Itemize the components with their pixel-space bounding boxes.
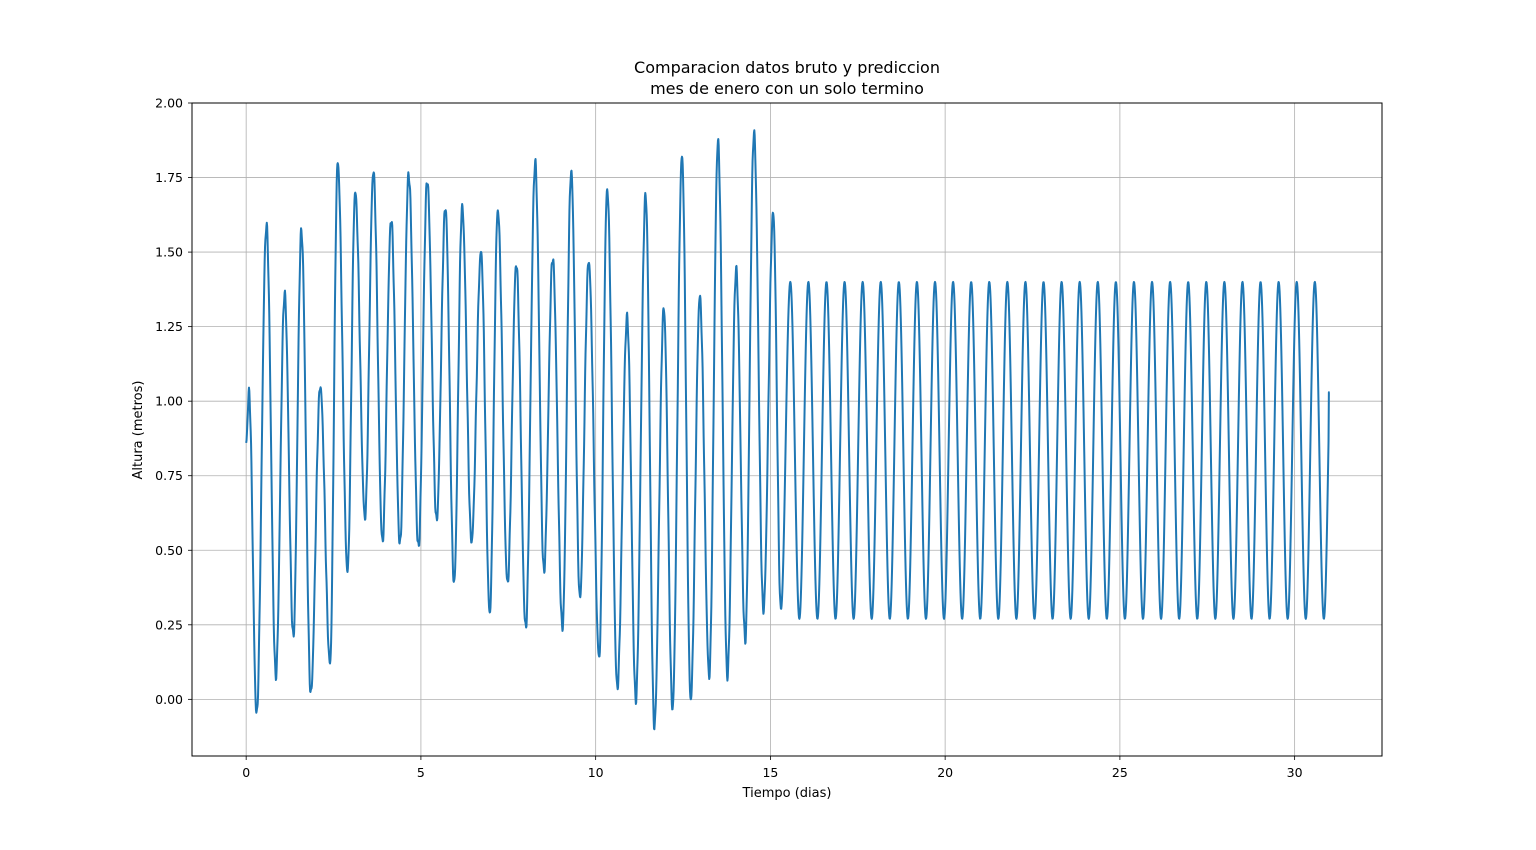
plot-area xyxy=(245,129,1331,731)
x-tick-label: 5 xyxy=(417,765,425,780)
grid xyxy=(192,102,1382,756)
y-tick-label: 0.25 xyxy=(155,617,183,632)
y-tick-label: 0.00 xyxy=(155,692,183,707)
series-line xyxy=(245,129,1331,731)
x-tick-label: 20 xyxy=(937,765,953,780)
y-axis-label: Altura (metros) xyxy=(131,381,146,480)
chart-title-line-2: mes de enero con un solo termino xyxy=(650,79,924,98)
x-tick-label: 0 xyxy=(242,765,250,780)
x-axis: 0 5 10 15 20 25 30 xyxy=(242,756,1303,780)
y-tick-label: 1.75 xyxy=(155,170,183,185)
x-tick-label: 25 xyxy=(1112,765,1128,780)
chart-title: Comparacion datos bruto y prediccion mes… xyxy=(634,58,940,98)
y-tick-label: 0.50 xyxy=(155,543,183,558)
x-axis-label: Tiempo (dias) xyxy=(742,786,832,801)
axes-frame xyxy=(191,102,1383,757)
y-tick-label: 1.00 xyxy=(155,394,183,409)
y-axis: 0.00 0.25 0.50 0.75 1.00 1.25 1.50 1.75 2.00 xyxy=(155,96,192,707)
chart-title-line-1: Comparacion datos bruto y prediccion xyxy=(634,58,940,77)
y-tick-label: 2.00 xyxy=(155,96,183,111)
y-tick-label: 1.50 xyxy=(155,245,183,260)
x-tick-label: 10 xyxy=(588,765,604,780)
y-tick-label: 1.25 xyxy=(155,319,183,334)
x-tick-label: 15 xyxy=(762,765,778,780)
x-tick-label: 30 xyxy=(1287,765,1303,780)
y-tick-label: 0.75 xyxy=(155,468,183,483)
